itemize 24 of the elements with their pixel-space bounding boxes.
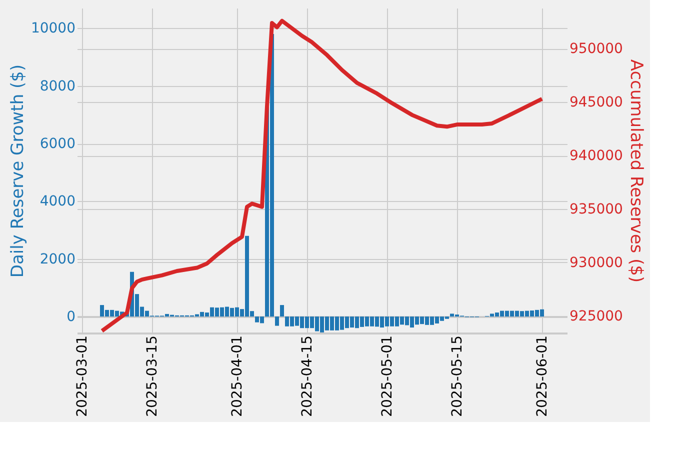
- y2-tick-label: 950000: [570, 41, 623, 58]
- y-tick-label: 4000: [40, 194, 76, 210]
- y2-tick-label: 925000: [570, 308, 623, 324]
- bar: [280, 305, 284, 317]
- y-axis-title: Daily Reserve Growth ($): [8, 64, 28, 278]
- y2-tick-label: 935000: [570, 201, 623, 218]
- line-series: [100, 18, 544, 333]
- y-tick-label: 10000: [30, 20, 76, 37]
- x-tick-label: 2025-03-15: [144, 336, 160, 417]
- bar: [275, 316, 279, 326]
- x-tick-label: 2025-05-15: [450, 336, 466, 417]
- x-tick-label: 2025-05-01: [380, 336, 396, 417]
- x-tick-label: 2025-04-01: [230, 336, 246, 417]
- y-tick-label: 6000: [40, 136, 76, 152]
- x-tick-label: 2025-03-01: [74, 336, 90, 417]
- y2-tick-label: 940000: [570, 148, 623, 164]
- y-tick-label: 8000: [40, 78, 76, 94]
- y2-tick-label: 930000: [570, 254, 623, 271]
- y-tick-label: 2000: [40, 251, 76, 268]
- x-tick-label: 2025-04-15: [300, 336, 316, 417]
- y2-tick-label: 945000: [570, 94, 623, 111]
- y-tick-label: 0: [66, 309, 76, 326]
- x-tick-label: 2025-06-01: [534, 336, 550, 417]
- y2-axis-title: Accumulated Reserves ($): [626, 59, 646, 283]
